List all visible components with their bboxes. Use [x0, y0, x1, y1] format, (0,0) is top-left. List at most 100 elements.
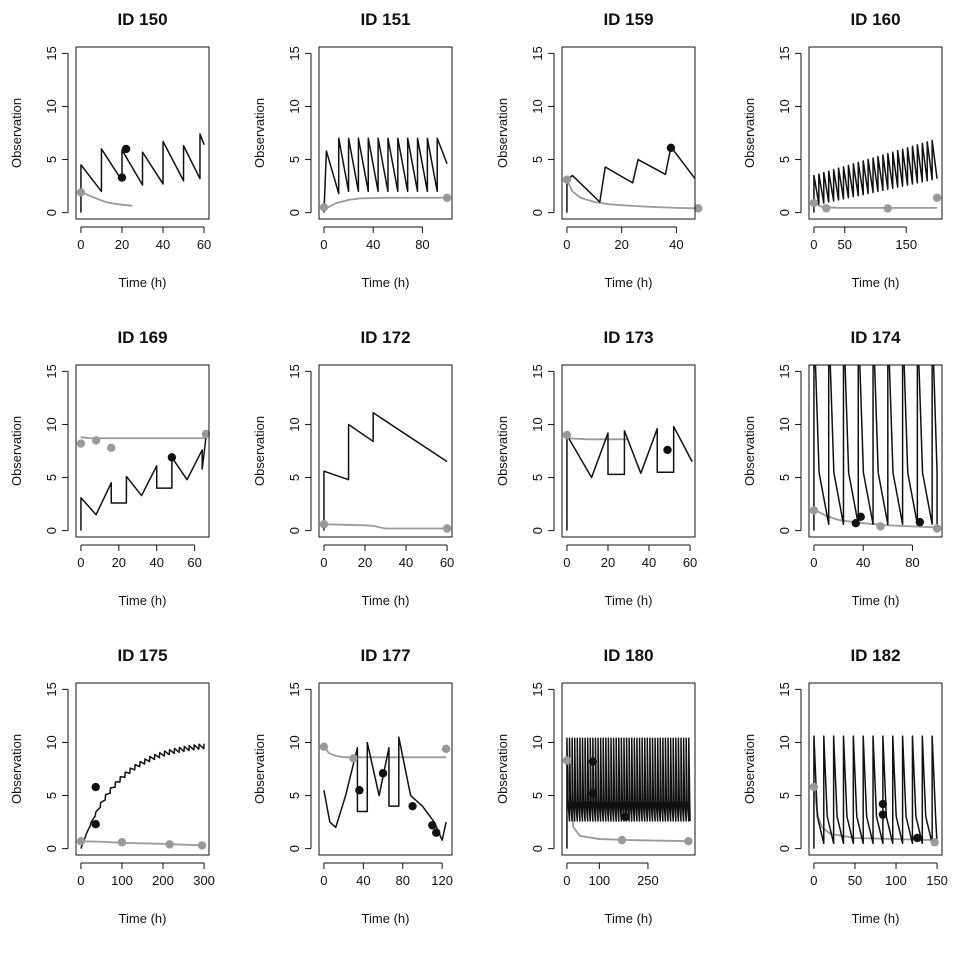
observation-point [91, 820, 100, 829]
y-tick-label: 5 [44, 156, 59, 163]
predicted-line [813, 735, 938, 849]
chart-svg: ID 173 Time (h) Observation 0 20 40 60 0 5 10 15 [495, 328, 697, 608]
panel-id-150: ID 150 Time (h) Observation 0 20 40 60 0 5 10 15 [0, 0, 243, 318]
y-tick-label: 5 [530, 156, 545, 163]
x-tick-label: 0 [810, 873, 817, 888]
y-tick-label: 0 [287, 845, 302, 852]
x-tick-label: 40 [642, 555, 656, 570]
y-tick-label: 15 [777, 682, 792, 696]
observation-point [932, 193, 942, 202]
observation-point [117, 173, 127, 182]
y-axis-label: Observation [495, 734, 510, 804]
x-axis: 0 40 80 120 [320, 862, 453, 888]
x-tick-label: 50 [837, 237, 851, 252]
y-axis: 0 5 10 15 [287, 682, 312, 852]
x-tick-label: 60 [440, 555, 454, 570]
x-tick-label: 40 [356, 873, 370, 888]
y-tick-label: 5 [777, 474, 792, 481]
y-tick-label: 15 [44, 682, 59, 696]
panel-title: ID 159 [603, 10, 653, 29]
y-tick-label: 0 [777, 527, 792, 534]
x-tick-label: 60 [187, 555, 201, 570]
plot-area [323, 736, 447, 841]
population-line [813, 201, 938, 209]
x-axis-label: Time (h) [852, 911, 900, 926]
x-tick-label: 0 [77, 237, 84, 252]
predicted-line [813, 139, 938, 213]
y-tick-label: 5 [777, 156, 792, 163]
y-axis-label: Observation [252, 734, 267, 804]
plot-frame [318, 46, 453, 220]
chart-svg: ID 169 Time (h) Observation 0 20 40 60 0 5 10 15 [9, 328, 211, 608]
x-tick-label: 0 [320, 873, 327, 888]
observation-point [878, 810, 888, 819]
y-tick-label: 15 [777, 46, 792, 60]
predicted-line [566, 146, 695, 213]
y-tick-label: 15 [530, 364, 545, 378]
panel-title: ID 177 [360, 646, 410, 665]
x-axis: 0 50 100 150 [810, 862, 948, 888]
y-tick-label: 15 [287, 364, 302, 378]
observation-point [76, 188, 86, 197]
observation-point [107, 443, 116, 453]
observation-point [117, 838, 127, 847]
observation-point [442, 193, 452, 202]
x-tick-label: 0 [810, 555, 817, 570]
panel-id-177: ID 177 Time (h) Observation 0 40 80 120 0 5 10 15 [243, 636, 486, 954]
x-tick-label: 300 [193, 873, 215, 888]
panel-title: ID 151 [360, 10, 410, 29]
observation-point [76, 439, 86, 448]
x-tick-label: 50 [848, 873, 862, 888]
observation-point [617, 835, 627, 845]
y-tick-label: 10 [530, 99, 545, 113]
observation-point [91, 436, 101, 445]
y-axis: 0 5 10 15 [777, 364, 802, 534]
predicted-line [323, 736, 447, 841]
population-line [80, 436, 206, 440]
y-tick-label: 0 [530, 209, 545, 216]
y-axis-label: Observation [252, 98, 267, 168]
chart-svg: ID 180 Time (h) Observation 0 100 250 0 5 10 15 [495, 646, 696, 926]
plot-area [813, 735, 938, 849]
y-tick-label: 0 [530, 527, 545, 534]
y-tick-label: 5 [530, 474, 545, 481]
x-tick-label: 200 [152, 873, 174, 888]
population-line [80, 190, 133, 207]
y-axis-label: Observation [9, 98, 24, 168]
panel-id-172: ID 172 Time (h) Observation 0 20 40 60 0 5 10 15 [243, 318, 486, 636]
x-axis: 0 20 40 60 [563, 544, 697, 570]
predicted-line [323, 412, 448, 531]
y-axis: 0 5 10 15 [530, 682, 555, 852]
y-tick-label: 5 [287, 474, 302, 481]
y-tick-label: 10 [287, 99, 302, 113]
population-line [323, 196, 448, 211]
predicted-line [566, 425, 693, 531]
x-axis-label: Time (h) [605, 593, 653, 608]
y-axis: 0 5 10 15 [777, 46, 802, 216]
plot-frame [808, 364, 943, 538]
panel-id-173: ID 173 Time (h) Observation 0 20 40 60 0 5 10 15 [486, 318, 729, 636]
observation-point [809, 506, 819, 515]
x-tick-label: 120 [431, 873, 453, 888]
x-tick-label: 100 [588, 873, 610, 888]
predicted-line [813, 365, 938, 531]
plot-area [323, 412, 448, 531]
plot-frame [75, 364, 210, 538]
observation-point [856, 512, 865, 522]
plot-frame [75, 682, 210, 856]
plot-frame [318, 364, 453, 538]
panel-title: ID 180 [603, 646, 653, 665]
y-tick-label: 5 [287, 792, 302, 799]
y-axis-label: Observation [495, 416, 510, 486]
y-tick-label: 10 [44, 735, 59, 749]
observation-point [441, 744, 451, 754]
predicted-line [80, 743, 205, 849]
y-axis: 0 5 10 15 [44, 364, 69, 534]
y-axis: 0 5 10 15 [44, 46, 69, 216]
y-tick-label: 15 [777, 364, 792, 378]
y-axis: 0 5 10 15 [530, 364, 555, 534]
y-tick-label: 15 [530, 682, 545, 696]
plot-frame [561, 364, 696, 538]
x-tick-label: 20 [112, 555, 126, 570]
population-line [323, 746, 447, 759]
